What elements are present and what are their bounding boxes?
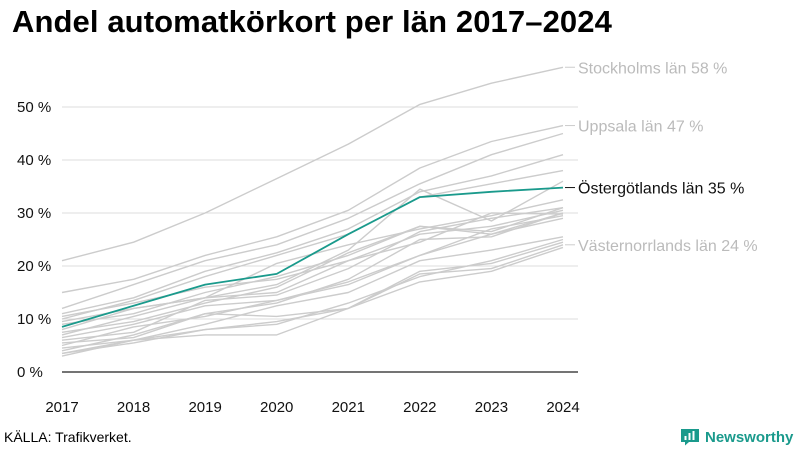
x-tick-label: 2018 — [117, 399, 150, 416]
series-end-label: Östergötlands län 35 % — [578, 180, 744, 198]
y-tick-label: 20 % — [17, 258, 51, 275]
series-end-label: Västernorrlands län 24 % — [578, 238, 758, 255]
series-line — [61, 212, 564, 318]
series-line — [61, 209, 564, 336]
y-tick-label: 10 % — [17, 311, 51, 328]
series-line — [61, 217, 564, 339]
x-tick-label: 2024 — [546, 399, 579, 416]
series-line — [61, 244, 564, 355]
series-line — [61, 241, 564, 352]
muted-series-lines — [61, 66, 564, 357]
series-line — [61, 180, 564, 323]
series-line — [61, 215, 564, 347]
series-end-label: Uppsala län 47 % — [578, 119, 703, 136]
highlight-series-line — [61, 186, 564, 328]
series-line — [61, 124, 564, 294]
x-tick-label: 2019 — [188, 399, 221, 416]
chart-logo-icon — [681, 429, 699, 446]
series-line — [61, 236, 564, 349]
x-axis-labels: 2017 2018 2019 2020 2021 2022 2023 2024 — [45, 399, 579, 416]
source-note: KÄLLA: Trafikverket. — [4, 429, 132, 445]
brand-logo: Newsworthy — [680, 426, 793, 448]
x-tick-label: 2023 — [475, 399, 508, 416]
y-tick-label: 40 % — [17, 152, 51, 169]
y-tick-label: 30 % — [17, 205, 51, 222]
series-line — [61, 154, 564, 315]
series-end-label: Stockholms län 58 % — [578, 60, 727, 77]
series-line — [61, 246, 564, 355]
series-end-labels: Stockholms län 58 % Uppsala län 47 % Öster… — [565, 60, 758, 255]
x-tick-label: 2021 — [332, 399, 365, 416]
y-tick-label: 50 % — [17, 99, 51, 116]
x-tick-label: 2020 — [260, 399, 293, 416]
series-line — [61, 207, 564, 341]
brand-name: Newsworthy — [705, 428, 794, 446]
y-tick-label: 0 % — [17, 364, 43, 381]
series-line — [61, 132, 564, 310]
series-line — [61, 66, 564, 262]
series-line — [61, 169, 564, 320]
series-line — [61, 207, 564, 325]
highlight-series-line — [61, 186, 564, 328]
chart-title: Andel automatkörkort per län 2017–2024 — [12, 4, 612, 39]
series-line — [61, 238, 564, 357]
y-axis-labels: 0 % 10 % 20 % 30 % 40 % 50 % — [17, 99, 51, 381]
x-tick-label: 2017 — [45, 399, 78, 416]
x-tick-label: 2022 — [403, 399, 436, 416]
